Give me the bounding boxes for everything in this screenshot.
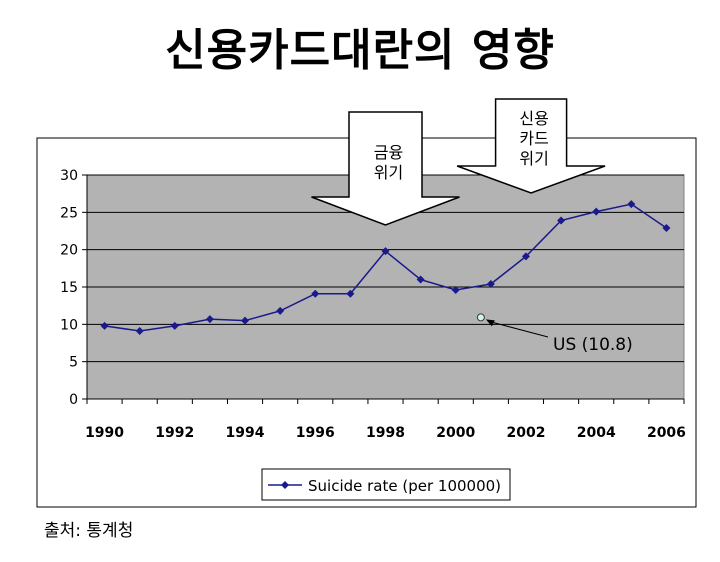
data-point <box>486 280 495 289</box>
x-tick-label: 1994 <box>226 425 265 441</box>
x-tick-label: 2000 <box>436 425 475 441</box>
y-tick-label: 30 <box>60 168 78 184</box>
y-axis: 0 5 10 15 20 25 30 <box>60 168 88 408</box>
legend-marker <box>281 481 289 489</box>
y-tick-label: 15 <box>60 280 78 296</box>
data-point <box>592 207 601 216</box>
source-note: 출처: 통계청 <box>44 521 134 541</box>
series-suicide-rate <box>100 200 671 336</box>
legend-label: Suicide rate (per 100000) <box>308 477 501 495</box>
financial-crisis-label: 위기 <box>374 163 403 182</box>
y-tick-label: 0 <box>69 392 78 408</box>
data-point <box>521 252 530 261</box>
x-tick-label: 2004 <box>577 425 616 441</box>
data-point <box>346 289 355 298</box>
financial-crisis-label: 금융 <box>374 143 403 162</box>
y-tick-label: 20 <box>60 243 78 259</box>
credit-card-crisis-arrow <box>456 98 606 194</box>
x-tick-label: 1998 <box>366 425 405 441</box>
y-tick-label: 25 <box>60 205 78 221</box>
data-point <box>416 275 425 284</box>
data-point <box>662 224 671 233</box>
credit-card-crisis-label: 신용 <box>519 109 548 128</box>
x-tick-label: 1992 <box>155 425 194 441</box>
reference-marker <box>476 313 485 322</box>
data-point <box>135 327 144 336</box>
legend: Suicide rate (per 100000) <box>261 468 511 501</box>
data-point <box>276 306 285 315</box>
x-tick-label: 1996 <box>296 425 335 441</box>
data-point <box>627 200 636 209</box>
reference-pointer <box>488 320 549 338</box>
x-tick-label: 2006 <box>647 425 686 441</box>
financial-crisis-arrow <box>311 111 460 226</box>
credit-card-crisis-label: 카드 <box>519 129 548 148</box>
reference-point-us: US (10.8) <box>476 313 633 355</box>
data-point <box>100 321 109 330</box>
legend-box <box>261 468 511 501</box>
x-axis: 1990 1992 1994 1996 1998 2000 2002 2004 2006 <box>85 398 686 441</box>
credit-card-crisis-label: 위기 <box>519 149 548 168</box>
data-point <box>381 247 390 256</box>
data-point <box>451 285 460 294</box>
data-point <box>241 316 250 325</box>
y-tick-label: 10 <box>60 317 78 333</box>
reference-arrowhead <box>485 319 495 327</box>
reference-label: US (10.8) <box>553 335 633 355</box>
data-point <box>311 289 320 298</box>
data-point <box>205 315 214 324</box>
page-title: 신용카드대란의 영향 <box>165 25 555 76</box>
y-tick-label: 5 <box>69 355 78 371</box>
x-tick-label: 2002 <box>506 425 545 441</box>
data-point <box>557 216 566 225</box>
data-point <box>170 321 179 330</box>
x-tick-label: 1990 <box>85 425 124 441</box>
